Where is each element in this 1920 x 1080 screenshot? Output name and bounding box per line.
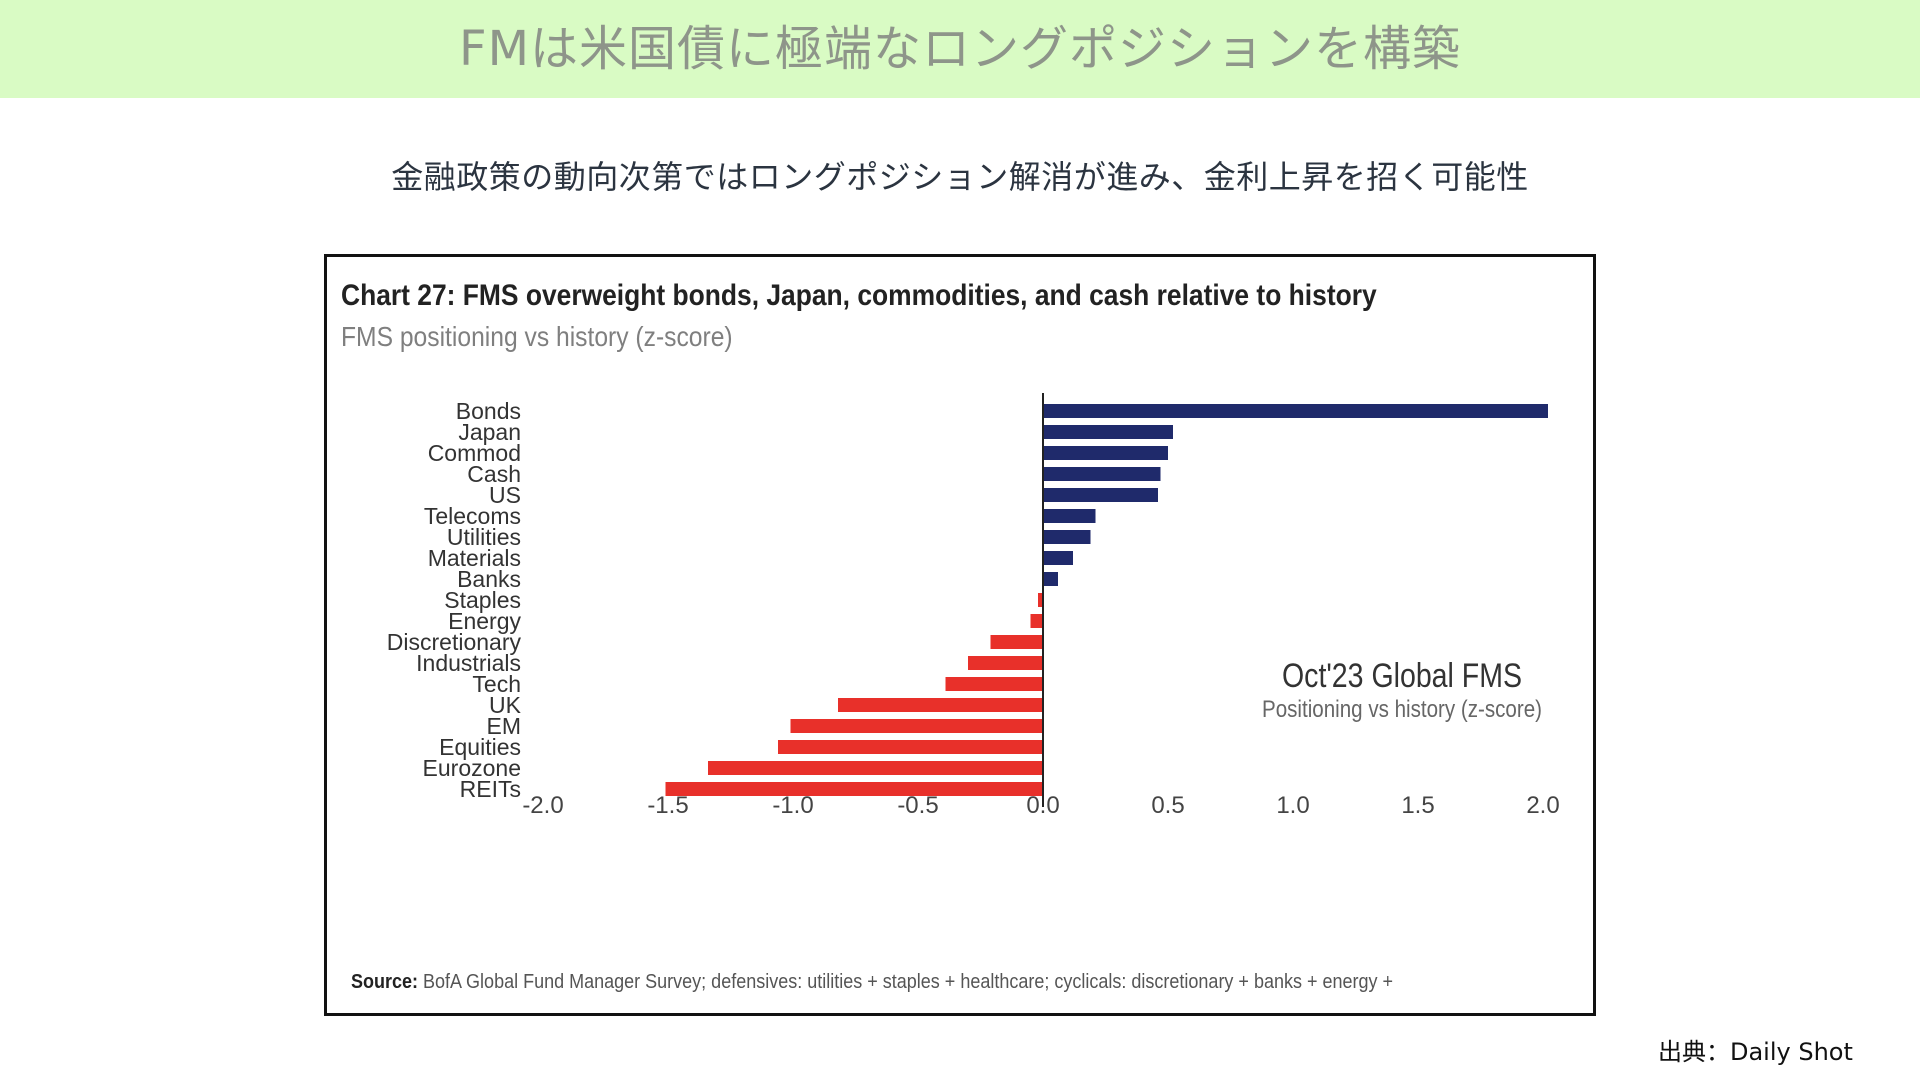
x-tick-label: 2.0 xyxy=(1526,792,1559,819)
bar-eurozone xyxy=(708,761,1043,775)
bar-banks xyxy=(1043,572,1058,586)
category-label-uk: UK xyxy=(489,692,522,718)
category-label-tech: Tech xyxy=(472,671,521,697)
x-tick-label: 0.5 xyxy=(1151,792,1184,819)
x-tick-label: 1.0 xyxy=(1276,792,1309,819)
category-label-cash: Cash xyxy=(467,461,521,487)
annotation-title: Oct'23 Global FMS xyxy=(1282,657,1522,695)
category-label-commod: Commod xyxy=(428,440,521,466)
bar-chart-plot: BondsJapanCommodCashUSTelecomsUtilitiesM… xyxy=(387,393,1560,819)
category-label-eurozone: Eurozone xyxy=(423,755,521,781)
x-tick-label: -0.5 xyxy=(897,792,938,819)
category-label-reits: REITs xyxy=(460,776,521,802)
bar-cash xyxy=(1043,467,1161,481)
bar-staples xyxy=(1038,593,1043,607)
category-label-discretionary: Discretionary xyxy=(387,629,522,655)
bar-em xyxy=(790,719,1043,733)
chart-subtitle: FMS positioning vs history (z-score) xyxy=(341,321,733,352)
x-tick-label: -1.5 xyxy=(647,792,688,819)
credit-text: 出典：Daily Shot xyxy=(1658,1038,1853,1066)
chart-title: Chart 27: FMS overweight bonds, Japan, c… xyxy=(341,279,1377,312)
category-label-materials: Materials xyxy=(428,545,521,571)
category-labels-layer: BondsJapanCommodCashUSTelecomsUtilitiesM… xyxy=(387,398,522,802)
category-label-japan: Japan xyxy=(458,419,521,445)
bar-equities xyxy=(778,740,1043,754)
bar-us xyxy=(1043,488,1158,502)
bar-tech xyxy=(945,677,1043,691)
category-label-banks: Banks xyxy=(457,566,521,592)
category-label-utilities: Utilities xyxy=(447,524,521,550)
bar-reits xyxy=(665,782,1043,796)
chart-source: Source: BofA Global Fund Manager Survey;… xyxy=(351,971,1393,994)
bar-japan xyxy=(1043,425,1173,439)
x-tick-labels-layer: -2.0 -1.5 -1.0 -0.5 0.0 0.5 1.0 1.5 2.0 xyxy=(522,792,1559,819)
category-label-bonds: Bonds xyxy=(456,398,521,424)
header-band xyxy=(0,0,1920,98)
x-tick-label: -1.0 xyxy=(772,792,813,819)
category-label-industrials: Industrials xyxy=(416,650,521,676)
source-label: Source: xyxy=(351,971,419,993)
bar-materials xyxy=(1043,551,1073,565)
category-label-equities: Equities xyxy=(439,734,521,760)
bar-uk xyxy=(838,698,1043,712)
annotation-subtitle: Positioning vs history (z-score) xyxy=(1262,696,1542,723)
bar-energy xyxy=(1030,614,1043,628)
x-tick-label: 1.5 xyxy=(1401,792,1434,819)
bar-industrials xyxy=(968,656,1043,670)
category-label-em: EM xyxy=(487,713,522,739)
category-label-us: US xyxy=(489,482,521,508)
page-title: FMは米国債に極端なロングポジションを構築 xyxy=(458,21,1462,77)
category-label-staples: Staples xyxy=(444,587,521,613)
bar-utilities xyxy=(1043,530,1091,544)
chart-frame: Chart 27: FMS overweight bonds, Japan, c… xyxy=(324,254,1596,1016)
source-text: BofA Global Fund Manager Survey; defensi… xyxy=(423,971,1394,993)
bar-commod xyxy=(1043,446,1168,460)
category-label-telecoms: Telecoms xyxy=(424,503,521,529)
bar-bonds xyxy=(1043,404,1548,418)
bar-telecoms xyxy=(1043,509,1096,523)
category-label-energy: Energy xyxy=(448,608,521,634)
x-tick-label: -2.0 xyxy=(522,792,563,819)
bar-discretionary xyxy=(990,635,1043,649)
bars-layer xyxy=(665,404,1548,796)
page-subtitle: 金融政策の動向次第ではロングポジション解消が進み、金利上昇を招く可能性 xyxy=(391,158,1529,196)
